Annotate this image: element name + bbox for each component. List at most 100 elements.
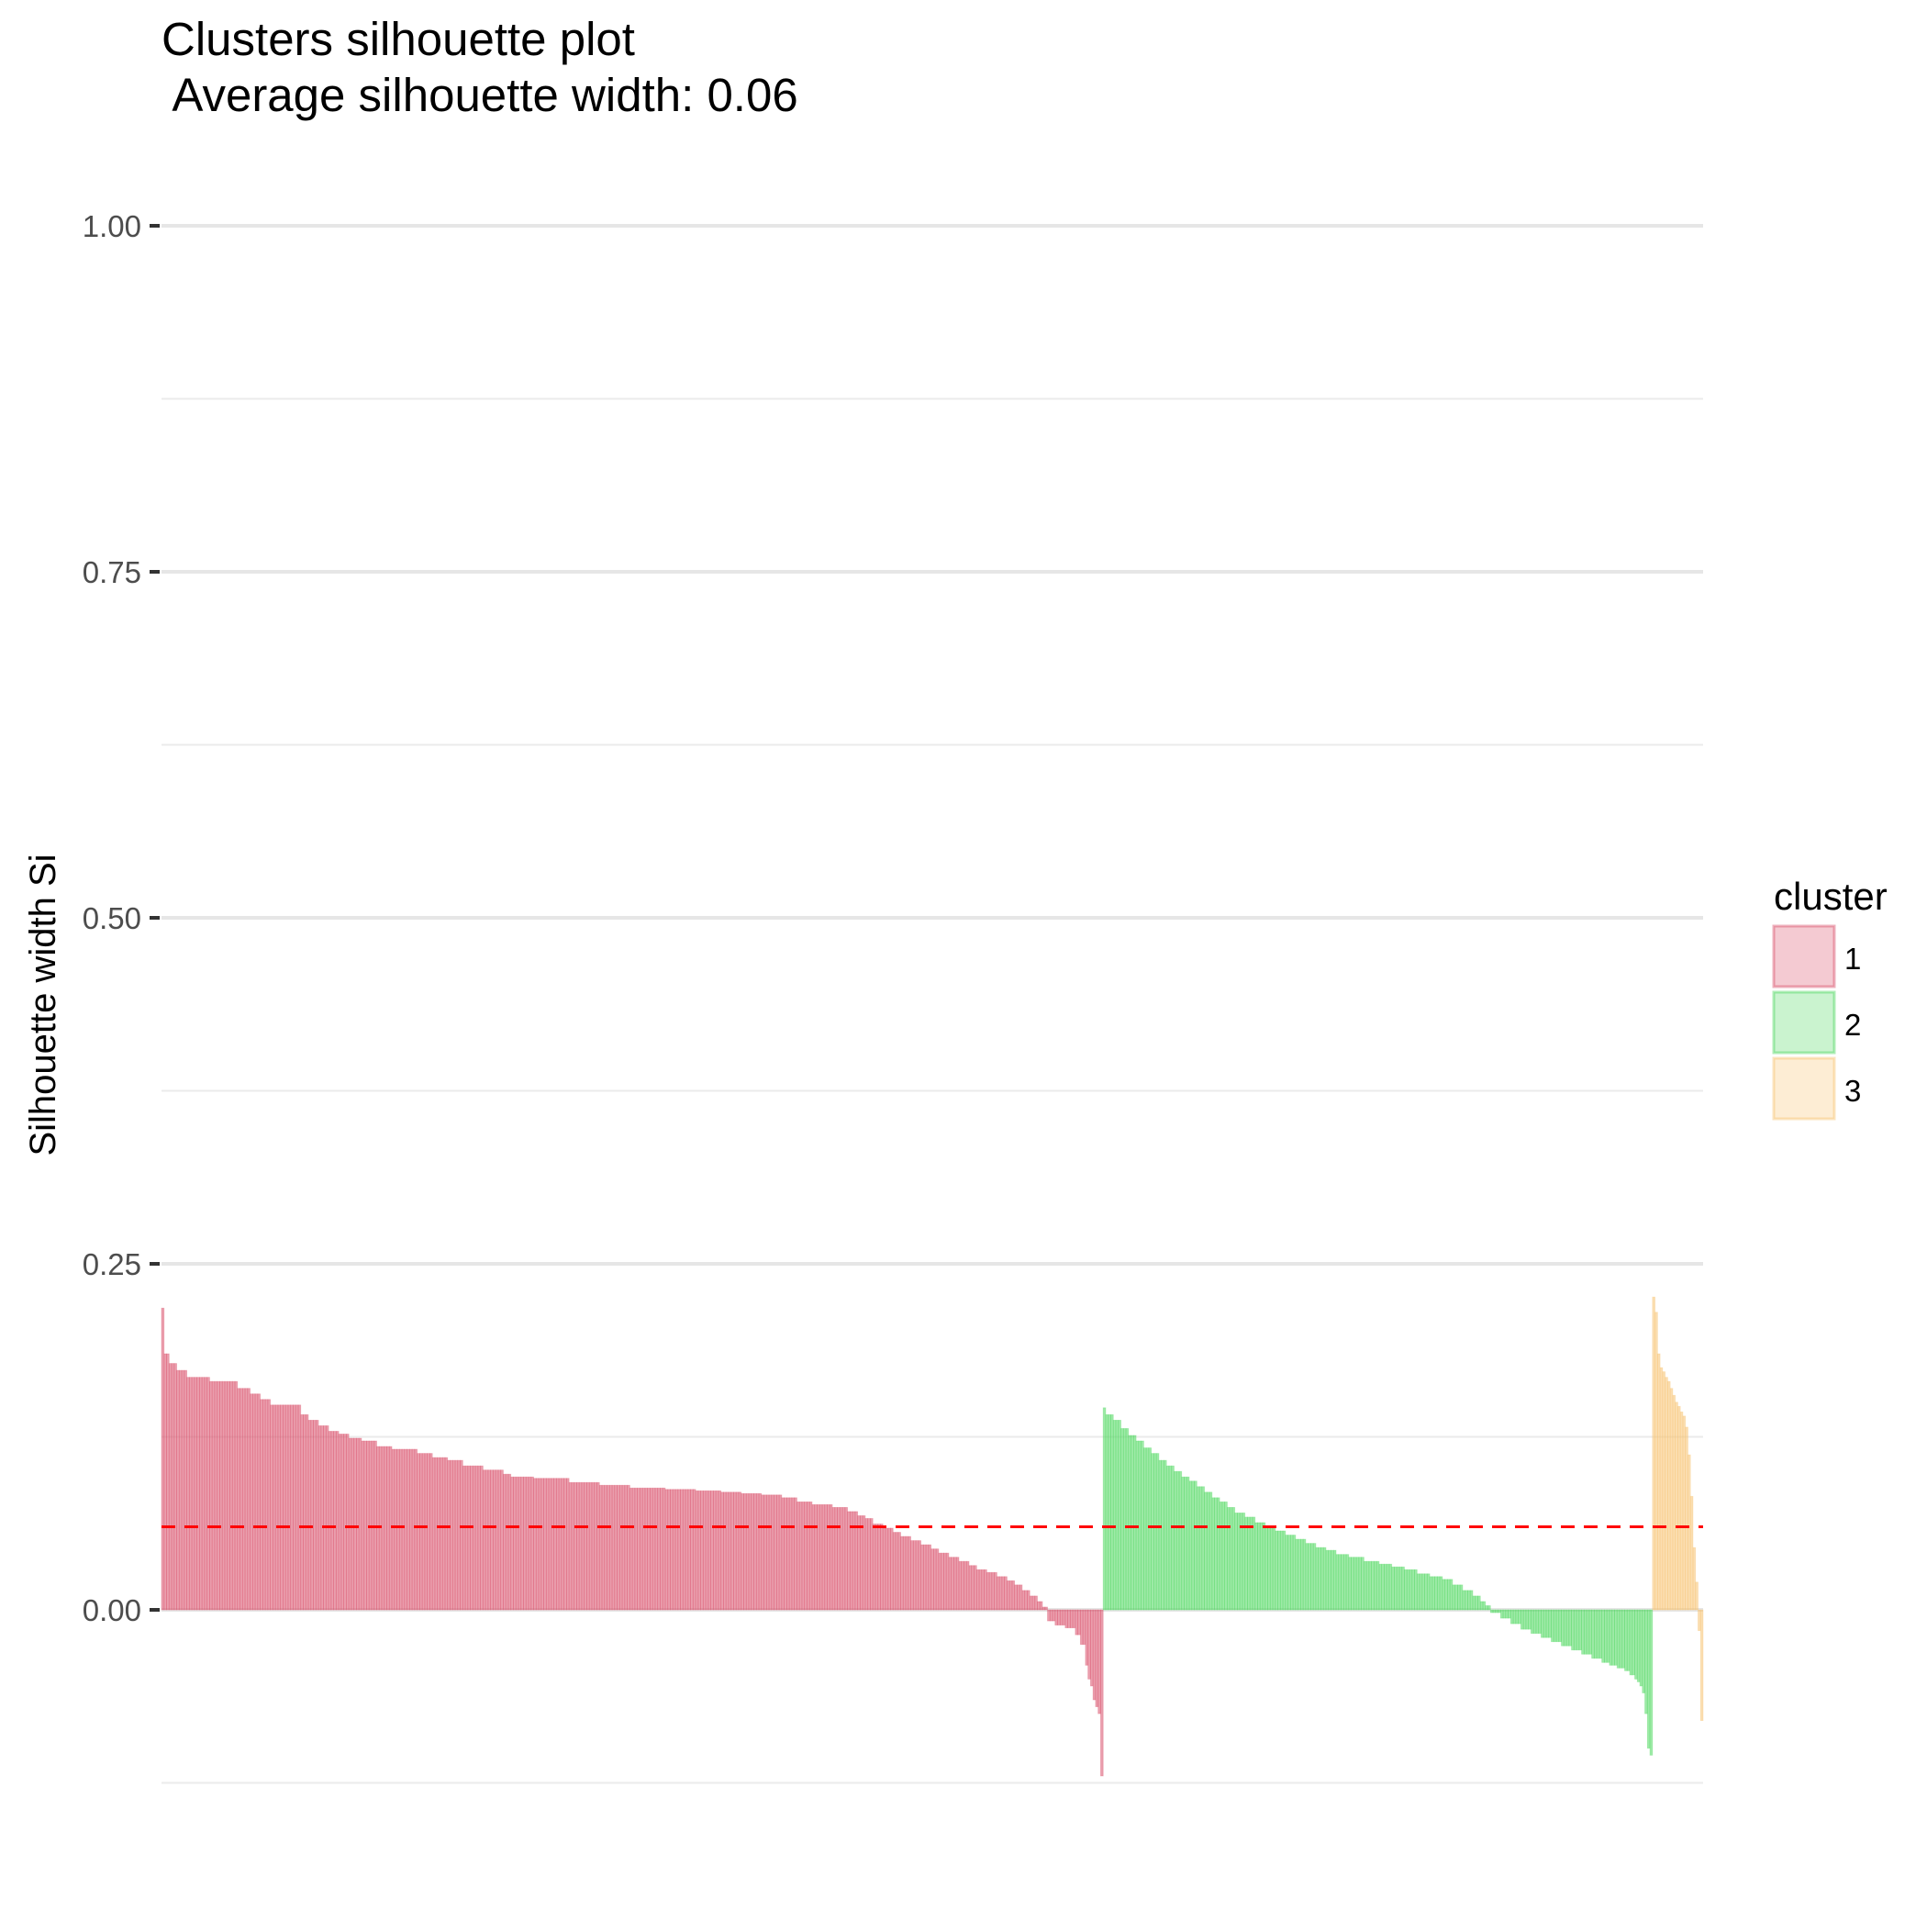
silhouette-bar — [955, 1557, 960, 1611]
silhouette-bar — [1285, 1535, 1288, 1611]
silhouette-bar — [1665, 1377, 1668, 1611]
silhouette-bar — [1164, 1459, 1167, 1611]
silhouette-bar — [1355, 1557, 1360, 1611]
silhouette-bar — [485, 1469, 489, 1611]
silhouette-bar — [1069, 1609, 1074, 1629]
silhouette-bar — [829, 1503, 833, 1611]
legend: cluster 1 2 3 — [1772, 875, 1888, 1121]
silhouette-bar — [361, 1440, 365, 1611]
legend-label-1: 1 — [1844, 942, 1861, 976]
silhouette-bar — [1269, 1526, 1274, 1611]
silhouette-bar — [1368, 1560, 1373, 1611]
silhouette-bar — [1409, 1569, 1413, 1611]
silhouette-bar — [672, 1489, 676, 1611]
silhouette-bar — [1237, 1513, 1241, 1611]
silhouette-bar — [239, 1388, 243, 1611]
silhouette-bar — [1054, 1609, 1058, 1625]
silhouette-bar — [323, 1425, 327, 1611]
silhouette-bar — [518, 1476, 522, 1611]
silhouette-bar — [1247, 1516, 1251, 1611]
silhouette-bar — [1011, 1580, 1016, 1611]
silhouette-bar — [1087, 1609, 1091, 1680]
silhouette-bar — [1017, 1584, 1020, 1611]
silhouette-bar — [841, 1507, 846, 1611]
silhouette-bar — [961, 1560, 964, 1611]
silhouette-bar — [254, 1393, 259, 1611]
silhouette-bar — [186, 1377, 190, 1611]
silhouette-bar — [951, 1557, 954, 1611]
silhouette-bar — [1047, 1609, 1051, 1622]
silhouette-bar — [692, 1489, 696, 1611]
silhouette-bar — [1401, 1566, 1405, 1611]
legend-title: cluster — [1774, 875, 1888, 918]
silhouette-bar — [237, 1388, 240, 1611]
silhouette-bar — [401, 1448, 406, 1611]
silhouette-bar — [1318, 1547, 1321, 1611]
silhouette-bar — [702, 1490, 707, 1611]
silhouette-bar — [1034, 1595, 1038, 1611]
silhouette-bar — [1421, 1573, 1425, 1611]
silhouette-bar — [262, 1399, 266, 1611]
silhouette-bar — [621, 1484, 626, 1611]
silhouette-bar — [808, 1501, 813, 1611]
silhouette-bar — [538, 1478, 542, 1611]
silhouette-bar — [647, 1487, 651, 1611]
silhouette-bar — [1568, 1609, 1572, 1647]
silhouette-bar — [1198, 1486, 1203, 1611]
silhouette-bar — [1031, 1595, 1036, 1611]
silhouette-bar — [965, 1560, 970, 1611]
silhouette-bar — [1335, 1554, 1340, 1611]
silhouette-bar — [1492, 1609, 1497, 1614]
silhouette-bar — [1672, 1394, 1676, 1611]
silhouette-bar — [707, 1490, 712, 1611]
silhouette-bar — [178, 1369, 183, 1611]
silhouette-bar — [1039, 1601, 1043, 1611]
silhouette-bar — [1619, 1609, 1623, 1669]
silhouette-bar — [211, 1380, 216, 1611]
silhouette-bar — [1677, 1405, 1681, 1611]
silhouette-bar — [386, 1446, 390, 1611]
silhouette-bar — [472, 1465, 476, 1611]
silhouette-bar — [617, 1484, 620, 1611]
silhouette-bar — [657, 1487, 661, 1611]
silhouette-bar — [548, 1478, 552, 1611]
silhouette-bar — [1325, 1549, 1330, 1611]
silhouette-bar — [870, 1518, 874, 1611]
silhouette-bar — [718, 1490, 722, 1611]
silhouette-bar — [510, 1476, 514, 1611]
silhouette-bar — [1509, 1609, 1514, 1625]
silhouette-bar — [295, 1404, 299, 1611]
silhouette-bar — [450, 1459, 453, 1611]
silhouette-bar — [414, 1448, 418, 1611]
silhouette-bar — [584, 1481, 587, 1611]
silhouette-bar — [1639, 1609, 1643, 1687]
silhouette-bars — [161, 1296, 1704, 1777]
silhouette-bar — [1221, 1501, 1226, 1611]
silhouette-bar — [1621, 1609, 1625, 1669]
silhouette-bar — [1475, 1595, 1478, 1611]
legend-label-3: 3 — [1844, 1074, 1861, 1108]
silhouette-bar — [1075, 1609, 1079, 1636]
silhouette-bar — [644, 1487, 649, 1611]
silhouette-bar — [1373, 1560, 1377, 1611]
silhouette-bar — [1001, 1576, 1006, 1611]
silhouette-bar — [1662, 1371, 1666, 1611]
silhouette-bar — [1338, 1554, 1342, 1611]
silhouette-bar — [1378, 1563, 1383, 1611]
silhouette-bar — [598, 1484, 603, 1611]
silhouette-bar — [1128, 1435, 1131, 1611]
silhouette-bar — [1541, 1609, 1544, 1638]
silhouette-bar — [1259, 1522, 1264, 1611]
silhouette-bar — [743, 1492, 747, 1611]
silhouette-bar — [1181, 1476, 1185, 1611]
silhouette-bar — [1634, 1609, 1638, 1680]
silhouette-bar — [723, 1491, 727, 1611]
silhouette-bar — [507, 1473, 512, 1611]
silhouette-bar — [807, 1501, 810, 1611]
silhouette-bar — [784, 1497, 787, 1611]
silhouette-bar — [462, 1465, 466, 1611]
silhouette-bar — [417, 1453, 420, 1611]
silhouette-bar — [1593, 1609, 1598, 1659]
silhouette-bar — [700, 1490, 704, 1611]
